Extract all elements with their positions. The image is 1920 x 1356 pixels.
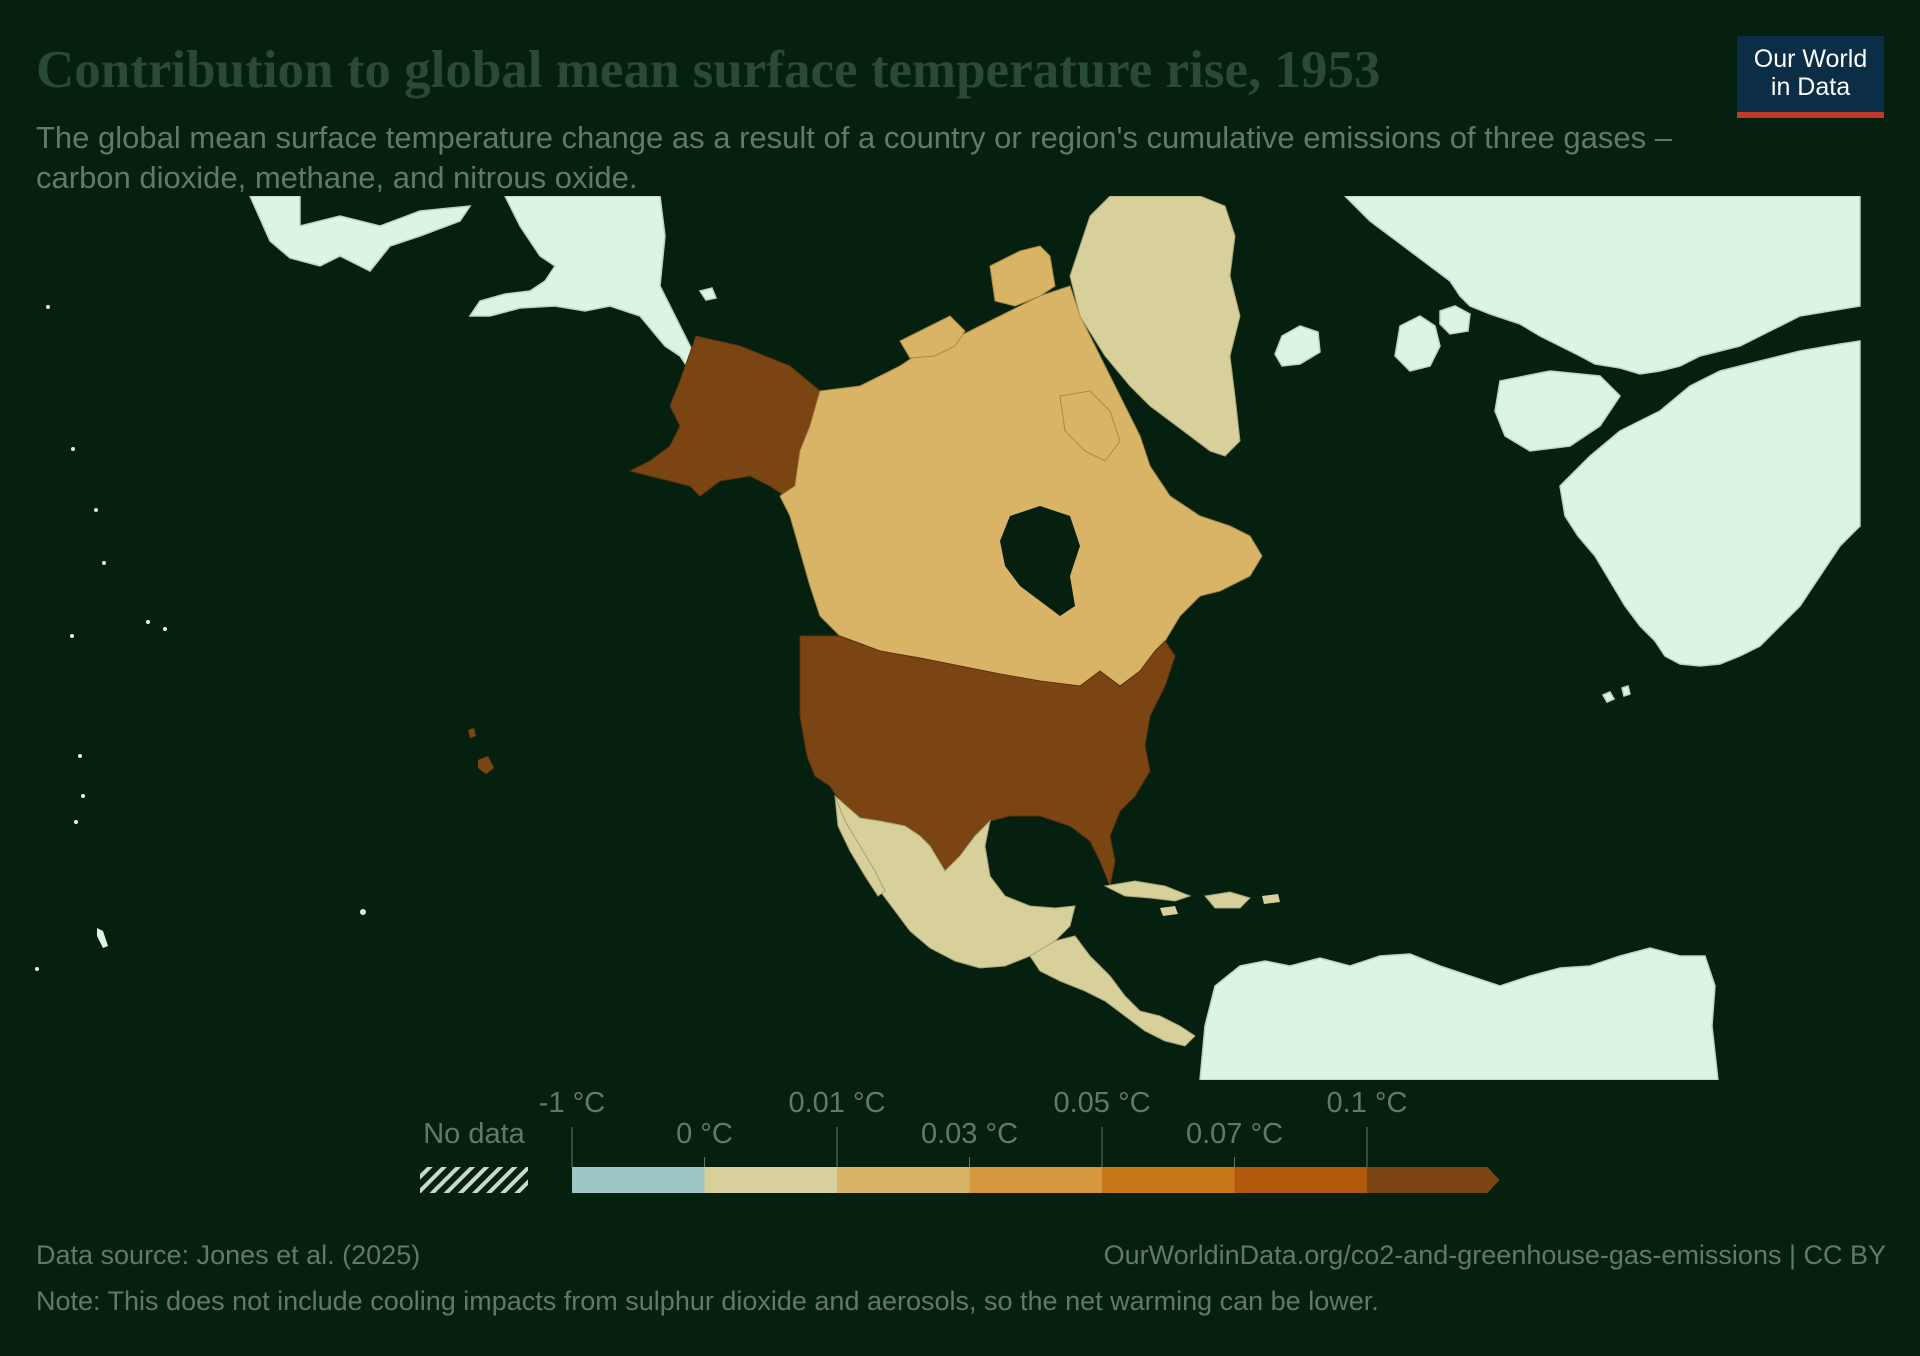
legend-tick-label-5: 0.05 °C (1053, 1087, 1150, 1119)
legend-bin-7[interactable] (1367, 1167, 1500, 1193)
region-arctic-islands[interactable] (989, 245, 1056, 307)
region-europe[interactable] (1343, 196, 1861, 375)
legend-no-data-swatch (420, 1167, 528, 1193)
legend-tick-label-2: 0 °C (676, 1118, 733, 1150)
region-hispaniola[interactable] (1204, 891, 1251, 909)
footnote: Note: This does not include cooling impa… (36, 1286, 1379, 1316)
hudson-bay (1000, 506, 1080, 616)
region-iberia[interactable] (1494, 370, 1621, 452)
region-cape-verde[interactable] (1601, 691, 1616, 703)
no-data-land (249, 196, 1861, 1080)
region-africa[interactable] (1559, 340, 1861, 667)
data-source[interactable]: Data source: Jones et al. (2025) (36, 1240, 421, 1270)
legend-labels: -1 °C 0 °C 0.01 °C 0.03 °C 0.05 °C 0.07 °C 0.1… (539, 1087, 1408, 1167)
color-legend: No data -1 °C 0 °C 0.01 °C 0.03 °C 0.05 °C 0.… (420, 1087, 1500, 1193)
logo-line-1: Our World (1753, 45, 1868, 73)
legend-no-data[interactable]: No data (420, 1118, 528, 1193)
region-siberia[interactable] (249, 196, 472, 272)
region-cape-verde-b[interactable] (1621, 685, 1631, 697)
legend-bin-5[interactable] (1102, 1167, 1235, 1193)
region-central-america[interactable] (1029, 935, 1196, 1047)
chart-title: Contribution to global mean surface temp… (36, 41, 1381, 99)
region-greenland[interactable] (1069, 196, 1241, 457)
island-7 (163, 627, 167, 631)
region-alaska[interactable] (628, 335, 821, 497)
island-12 (97, 928, 108, 948)
region-ireland[interactable] (1439, 305, 1471, 335)
island-10 (74, 820, 78, 824)
legend-bin-3[interactable] (837, 1167, 970, 1193)
island-5 (70, 634, 74, 638)
region-mexico[interactable] (834, 794, 1076, 969)
region-canada[interactable] (779, 285, 1263, 687)
island-3 (94, 508, 98, 512)
island-13 (35, 967, 39, 971)
chart-subtitle: The global mean surface temperature chan… (36, 120, 1673, 195)
region-hawaii[interactable] (478, 756, 494, 774)
island-11 (360, 909, 366, 915)
legend-tick-label-6: 0.07 °C (1186, 1118, 1283, 1150)
island-2 (71, 447, 75, 451)
region-south-america[interactable] (1199, 947, 1719, 1080)
pacific-islands (35, 305, 366, 971)
source-url[interactable]: OurWorldinData.org/co2-and-greenhouse-ga… (1103, 1240, 1886, 1270)
owid-logo[interactable]: Our World in Data (1737, 36, 1884, 118)
island-8 (78, 754, 82, 758)
legend-bin-2[interactable] (704, 1167, 838, 1193)
legend-bin-6[interactable] (1234, 1167, 1368, 1193)
legend-tick-label-4: 0.03 °C (921, 1118, 1018, 1150)
region-baja[interactable] (834, 795, 886, 897)
region-arctic-islands-b[interactable] (899, 315, 966, 359)
region-british-isles[interactable] (1394, 315, 1441, 372)
region-cuba[interactable] (1103, 880, 1192, 902)
island-1 (46, 305, 50, 309)
legend-tick-label-3: 0.01 °C (788, 1087, 885, 1119)
region-small-island-a[interactable] (698, 287, 718, 301)
legend-bin-1[interactable] (572, 1167, 705, 1193)
island-9 (81, 794, 85, 798)
region-no-data-northwest[interactable] (468, 196, 702, 372)
choropleth-map (35, 196, 1861, 1080)
legend-no-data-label: No data (423, 1118, 525, 1150)
legend-tick-label-7: 0.1 °C (1327, 1087, 1408, 1119)
region-puerto-rico[interactable] (1262, 894, 1280, 904)
island-4 (102, 561, 106, 565)
logo-line-2: in Data (1770, 73, 1851, 101)
region-hawaii-b[interactable] (468, 728, 476, 738)
legend-bins (572, 1167, 1500, 1193)
legend-bin-4[interactable] (969, 1167, 1103, 1193)
legend-tick-label-1: -1 °C (539, 1087, 605, 1119)
region-baffin[interactable] (1059, 390, 1121, 462)
region-jamaica[interactable] (1160, 906, 1178, 916)
island-6 (146, 620, 150, 624)
region-iceland[interactable] (1274, 325, 1321, 367)
